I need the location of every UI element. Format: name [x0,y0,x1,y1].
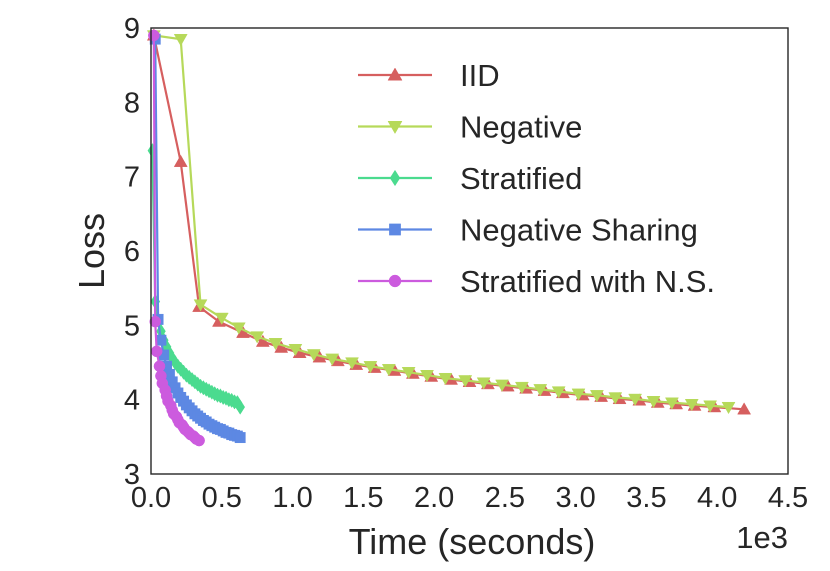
x-tick-label: 0.0 [131,482,171,514]
legend-item-stratified: Stratified [358,161,582,196]
data-point-negative [288,343,303,357]
data-point-negative [684,399,699,412]
data-point-stratified-with-n-s [193,434,205,447]
data-point-negative [571,388,586,401]
data-point-negative [401,367,416,380]
plot-frame [150,27,789,475]
data-point-iid [737,402,752,415]
data-point-negative [608,392,623,405]
y-axis-title: Loss [71,213,112,289]
x-tick-label: 3.5 [626,482,666,514]
data-point-negative [363,361,378,374]
legend-marker-stratified [389,169,401,187]
legend-item-negative-sharing: Negative Sharing [358,213,698,248]
legend-label-negative-sharing: Negative Sharing [460,213,698,248]
legend-label-stratified: Stratified [460,161,582,196]
data-point-stratified-with-n-s [149,315,162,328]
data-point-stratified-with-n-s [148,29,160,42]
x-offset-label: 1e3 [736,520,788,555]
data-point-negative [551,386,566,399]
legend: IID Negative Stratified Negative Sharing Str… [358,58,715,299]
data-point-negative [721,401,736,415]
legend-marker-negative [387,121,403,135]
legend-item-stratified-with-n-s: Stratified with N.S. [358,264,715,299]
data-point-negative [214,312,229,325]
data-point-negative [345,357,359,370]
data-point-negative [589,390,604,403]
x-tick-label: 2.0 [414,482,454,514]
data-point-negative [495,379,509,392]
data-point-negative [664,397,679,410]
data-point-negative [250,331,265,344]
data-point-negative [420,370,434,383]
x-tick-label: 0.5 [202,482,242,514]
legend-label-negative: Negative [460,110,582,145]
data-point-negative [438,372,453,386]
data-point-negative [381,364,396,377]
data-point-negative [193,299,208,312]
data-point-stratified-with-n-s [150,345,163,358]
legend-label-stratified-with-n-s: Stratified with N.S. [460,264,715,299]
y-tick-label: 3 [124,459,140,491]
x-tick-label: 1.0 [272,482,312,514]
data-point-negative [325,353,340,366]
legend-marker-stratified-with-n-s [388,274,402,288]
legend-marker-negative-sharing [389,223,401,236]
legend-item-iid: IID [358,58,500,93]
x-tick-label: 1.5 [343,482,383,514]
data-point-negative [628,393,643,406]
data-point-negative [268,338,283,351]
data-point-iid [173,154,188,167]
y-tick-label: 9 [124,13,140,45]
data-point-stratified [235,399,246,415]
data-point-negative [476,377,491,390]
data-point-negative [703,400,718,413]
data-point-negative [514,381,529,395]
x-tick-label: 4.0 [697,482,737,514]
y-tick-label: 4 [124,385,140,417]
x-tick-label: 4.5 [768,482,808,514]
legend-item-negative: Negative [358,110,582,145]
tick-labels: 0.0 0.5 1.0 1.5 2.0 2.5 3.0 3.5 4.0 4.5 3 4 5 6 7 8 9 [124,13,808,514]
y-tick-label: 7 [124,162,140,194]
data-point-negative [231,322,246,335]
y-tick-label: 5 [124,310,140,342]
data-point-stratified-with-n-s [153,360,166,372]
x-tick-label: 3.0 [556,482,596,514]
data-point-negative [173,34,188,47]
x-axis-title: Time (seconds) [349,521,596,562]
data-point-negative [306,349,321,362]
legend-label-iid: IID [460,58,500,93]
y-tick-label: 8 [124,87,140,119]
data-point-negative [533,384,548,397]
data-point-negative [458,375,473,388]
data-point-negative-sharing [234,432,246,444]
series-negative [146,30,736,415]
x-tick-label: 2.5 [485,482,525,514]
legend-marker-iid [387,67,403,81]
data-point-negative [646,396,661,409]
y-tick-label: 6 [124,236,140,268]
